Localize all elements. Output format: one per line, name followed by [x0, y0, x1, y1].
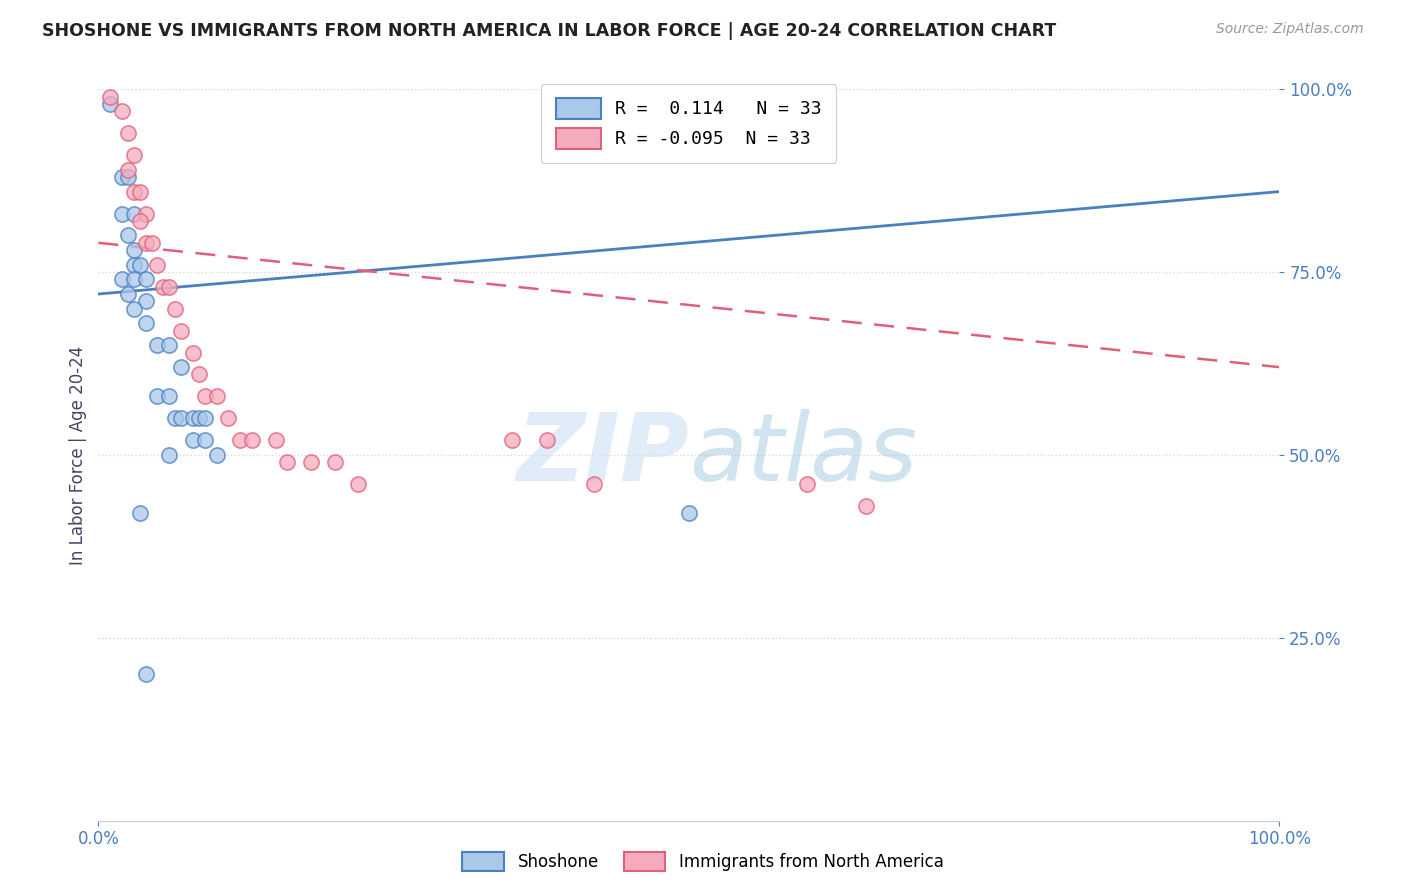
Point: [240, 434, 263, 448]
Point: [111, 169, 134, 184]
Point: [157, 338, 180, 352]
Point: [98, 96, 121, 111]
Point: [583, 477, 606, 491]
Point: [187, 368, 209, 382]
Point: [141, 235, 163, 250]
Point: [323, 455, 346, 469]
Point: [146, 338, 169, 352]
Point: [855, 499, 877, 513]
Point: [157, 448, 180, 462]
Point: [536, 434, 558, 448]
Point: [122, 243, 145, 257]
Point: [170, 411, 193, 425]
Point: [135, 294, 157, 309]
Point: [170, 324, 193, 338]
Text: atlas: atlas: [689, 409, 917, 500]
Point: [181, 345, 204, 359]
Point: [135, 272, 157, 286]
Text: Source: ZipAtlas.com: Source: ZipAtlas.com: [1216, 22, 1364, 37]
Point: [217, 411, 239, 425]
Point: [117, 287, 139, 301]
Point: [135, 667, 157, 681]
Point: [111, 104, 134, 119]
Point: [181, 434, 204, 448]
Point: [187, 411, 209, 425]
Point: [501, 434, 523, 448]
Point: [146, 389, 169, 403]
Legend: R =  0.114   N = 33, R = -0.095  N = 33: R = 0.114 N = 33, R = -0.095 N = 33: [541, 84, 837, 163]
Point: [347, 477, 370, 491]
Point: [299, 455, 322, 469]
Point: [146, 258, 169, 272]
Point: [135, 235, 157, 250]
Point: [122, 272, 145, 286]
Text: ZIP: ZIP: [516, 409, 689, 501]
Point: [205, 389, 228, 403]
Point: [229, 434, 252, 448]
Point: [122, 301, 145, 316]
Point: [276, 455, 298, 469]
Point: [678, 507, 700, 521]
Point: [135, 206, 157, 220]
Point: [170, 360, 193, 375]
Point: [128, 258, 150, 272]
Point: [181, 411, 204, 425]
Point: [98, 89, 121, 103]
Point: [165, 301, 187, 316]
Point: [117, 162, 139, 177]
Point: [157, 389, 180, 403]
Point: [111, 206, 134, 220]
Legend: Shoshone, Immigrants from North America: Shoshone, Immigrants from North America: [454, 843, 952, 880]
Point: [165, 411, 187, 425]
Point: [122, 258, 145, 272]
Point: [205, 448, 228, 462]
Point: [117, 126, 139, 140]
Point: [796, 477, 818, 491]
Point: [194, 411, 217, 425]
Point: [264, 434, 287, 448]
Point: [117, 228, 139, 243]
Y-axis label: In Labor Force | Age 20-24: In Labor Force | Age 20-24: [69, 345, 87, 565]
Point: [128, 507, 150, 521]
Text: SHOSHONE VS IMMIGRANTS FROM NORTH AMERICA IN LABOR FORCE | AGE 20-24 CORRELATION: SHOSHONE VS IMMIGRANTS FROM NORTH AMERIC…: [42, 22, 1056, 40]
Point: [122, 185, 145, 199]
Point: [111, 272, 134, 286]
Point: [128, 214, 150, 228]
Point: [157, 279, 180, 293]
Point: [194, 434, 217, 448]
Point: [128, 185, 150, 199]
Point: [194, 389, 217, 403]
Point: [152, 279, 174, 293]
Point: [122, 148, 145, 162]
Point: [117, 169, 139, 184]
Point: [135, 316, 157, 330]
Point: [122, 206, 145, 220]
